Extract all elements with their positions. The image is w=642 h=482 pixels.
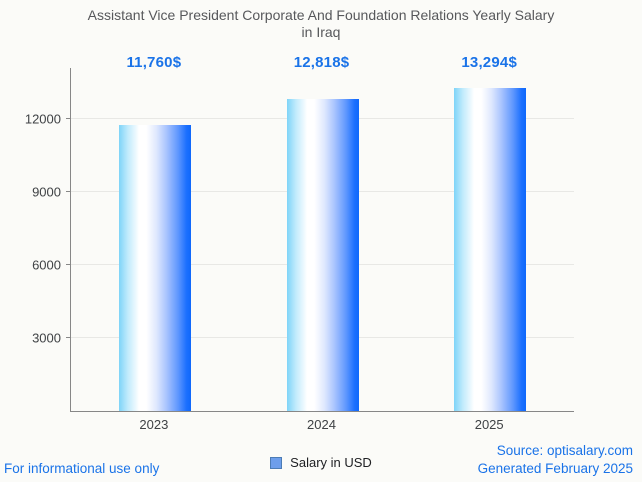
x-axis-labels: 2023 2024 2025	[70, 417, 573, 432]
source-info: Source: optisalary.com Generated Februar…	[478, 442, 633, 478]
y-axis-tick-label: 6000	[32, 257, 61, 273]
y-axis-tick	[66, 118, 71, 120]
y-axis-tick-label: 9000	[32, 184, 61, 200]
chart-title: Assistant Vice President Corporate And F…	[0, 7, 642, 41]
chart-title-line1: Assistant Vice President Corporate And F…	[87, 7, 555, 23]
chart-title-line2: in Iraq	[301, 24, 341, 40]
bar-value-label: 12,818$	[293, 54, 350, 71]
y-axis-tick-label: 3000	[32, 330, 61, 346]
salary-bar-2025[interactable]	[454, 87, 527, 411]
generated-text: Generated February 2025	[477, 461, 633, 476]
x-axis-label: 2023	[139, 417, 169, 432]
y-axis-tick	[66, 264, 71, 266]
y-axis-tick-label: 12000	[24, 111, 61, 127]
salary-bar-2023[interactable]	[118, 124, 191, 411]
bar-slot	[239, 68, 407, 411]
source-text: Source: optisalary.com	[496, 443, 633, 458]
bar-value-label: 11,760$	[126, 54, 182, 71]
salary-bar-2024[interactable]	[286, 99, 359, 411]
y-axis-tick	[66, 337, 71, 339]
legend-swatch-icon	[270, 456, 283, 469]
bar-value-labels: 11,760$ 12,818$ 13,294$	[70, 54, 573, 71]
plot-area: 3000 6000 9000 12000	[25, 68, 574, 412]
legend: Salary in USD	[0, 455, 642, 470]
bar-value-label: 13,294$	[461, 54, 517, 71]
legend-label: Salary in USD	[290, 455, 372, 470]
x-axis-label: 2024	[307, 417, 336, 432]
bar-slot	[71, 68, 239, 411]
x-axis-label: 2025	[474, 417, 504, 432]
disclaimer-text: For informational use only	[4, 461, 160, 476]
bar-slot	[406, 68, 574, 411]
y-axis-tick	[66, 191, 71, 193]
bars-row	[71, 68, 574, 411]
